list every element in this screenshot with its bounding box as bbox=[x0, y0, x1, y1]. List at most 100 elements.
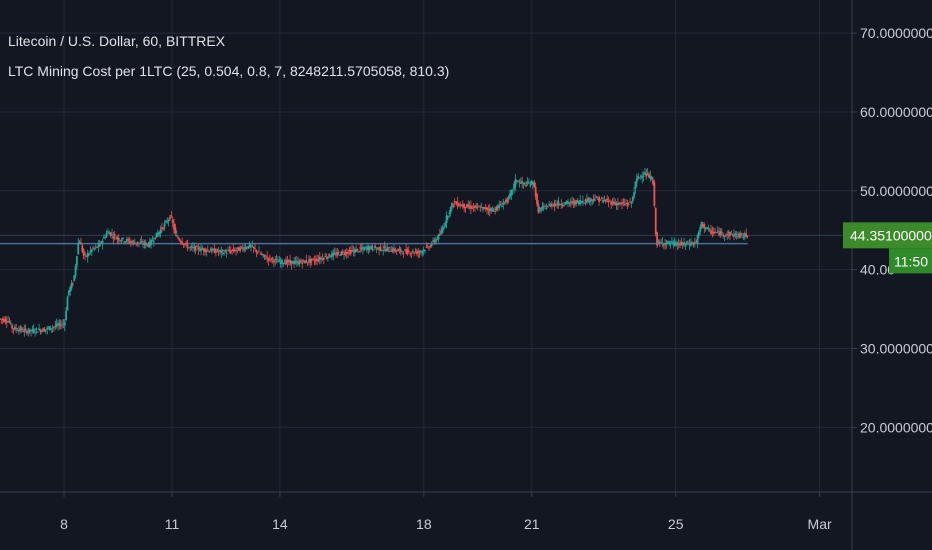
candle-body bbox=[343, 254, 345, 255]
candle-body bbox=[575, 200, 578, 205]
candle-body bbox=[225, 252, 228, 254]
candle-body bbox=[84, 253, 86, 255]
price-axis[interactable]: 70.00000000 60.00000000 50.00000000 40.00 30… bbox=[852, 25, 932, 435]
candle-body bbox=[534, 186, 537, 197]
candle-body bbox=[363, 247, 366, 251]
candle-body bbox=[492, 208, 495, 210]
candle-body bbox=[646, 173, 649, 176]
candle-body bbox=[229, 250, 232, 253]
candle-body bbox=[484, 207, 487, 210]
candle-body bbox=[665, 242, 668, 245]
candle-body bbox=[641, 176, 644, 178]
candle-body bbox=[376, 247, 379, 249]
candle-body bbox=[124, 241, 127, 243]
candle-body bbox=[31, 328, 34, 331]
candle-body bbox=[210, 248, 213, 252]
candle-body bbox=[190, 246, 193, 248]
candle-body bbox=[631, 196, 634, 202]
candle-body bbox=[698, 231, 700, 236]
candle-body bbox=[255, 249, 258, 253]
candle-body bbox=[302, 259, 305, 261]
candle-body bbox=[424, 250, 426, 252]
candle-body bbox=[447, 216, 449, 218]
candle-body bbox=[529, 184, 532, 187]
candle-body bbox=[630, 201, 633, 204]
candle-body bbox=[577, 201, 580, 205]
time-axis-tick-label: 25 bbox=[668, 516, 684, 532]
candle-body bbox=[584, 199, 587, 203]
candle-body bbox=[380, 250, 383, 251]
candle-body bbox=[440, 230, 443, 234]
candle-body bbox=[299, 260, 302, 263]
candle-body bbox=[113, 234, 116, 236]
candle-body bbox=[59, 325, 62, 327]
candle-body bbox=[742, 236, 745, 238]
candle-body bbox=[285, 260, 287, 265]
candle-body bbox=[142, 244, 144, 245]
candle-body bbox=[567, 201, 569, 204]
candle-body bbox=[313, 260, 316, 262]
candle-body bbox=[660, 242, 663, 243]
candle-body bbox=[177, 237, 179, 239]
time-axis-tick-label: 21 bbox=[524, 516, 540, 532]
candle-body bbox=[266, 256, 269, 259]
candle-body bbox=[656, 232, 658, 246]
candle-body bbox=[421, 251, 424, 254]
candle-body bbox=[503, 201, 506, 203]
candle-body bbox=[394, 249, 397, 252]
candle-body bbox=[219, 250, 221, 251]
candle-body bbox=[356, 248, 359, 250]
indicator-label[interactable]: LTC Mining Cost per 1LTC (25, 0.504, 0.8… bbox=[8, 63, 450, 79]
candle-body bbox=[602, 199, 605, 203]
candle-body bbox=[223, 252, 225, 255]
candle-body bbox=[144, 242, 147, 246]
candle-body bbox=[65, 310, 68, 321]
candle-body bbox=[583, 203, 586, 204]
candle-body bbox=[43, 329, 46, 332]
candle-body bbox=[30, 330, 32, 332]
candle-body bbox=[684, 243, 687, 245]
time-axis[interactable]: 8 11 14 18 21 25 Mar bbox=[60, 492, 832, 532]
candle-body bbox=[247, 246, 250, 249]
candle-body bbox=[97, 244, 100, 248]
candle-body bbox=[357, 251, 360, 252]
candle-body bbox=[455, 203, 457, 205]
mining-cost-line bbox=[0, 234, 852, 245]
candle-body bbox=[702, 224, 704, 227]
candle-body bbox=[688, 244, 691, 246]
candle-body bbox=[221, 250, 224, 252]
candle-body bbox=[260, 254, 263, 256]
candle-body bbox=[397, 249, 399, 251]
candle-body bbox=[745, 233, 748, 237]
candle-body bbox=[362, 246, 364, 249]
candle-body bbox=[590, 198, 592, 202]
candle-body bbox=[24, 328, 27, 330]
candle-body bbox=[613, 201, 615, 203]
candle-body bbox=[374, 245, 376, 249]
candle-body bbox=[278, 259, 281, 262]
candle-body bbox=[89, 250, 92, 252]
candle-body bbox=[147, 244, 150, 247]
candle-body bbox=[633, 192, 636, 197]
candle-body bbox=[74, 266, 77, 276]
candle-body bbox=[606, 198, 609, 201]
candle-body bbox=[399, 248, 402, 252]
candle-body bbox=[657, 241, 660, 243]
candle-body bbox=[23, 329, 26, 332]
candle-body bbox=[724, 234, 727, 236]
candle-body bbox=[62, 323, 65, 325]
candle-body bbox=[595, 196, 598, 198]
candle-body bbox=[407, 250, 410, 252]
candle-body bbox=[673, 241, 676, 246]
candle-body bbox=[410, 252, 413, 254]
symbol-title[interactable]: Litecoin / U.S. Dollar, 60, BITTREX bbox=[8, 33, 226, 49]
candle-body bbox=[212, 249, 215, 250]
candle-body bbox=[129, 241, 132, 243]
candle-body bbox=[12, 328, 15, 330]
candle-body bbox=[301, 262, 304, 265]
candle-body bbox=[556, 204, 559, 206]
candle-body bbox=[50, 328, 53, 330]
candle-body bbox=[604, 199, 607, 203]
candle-body bbox=[625, 203, 627, 205]
